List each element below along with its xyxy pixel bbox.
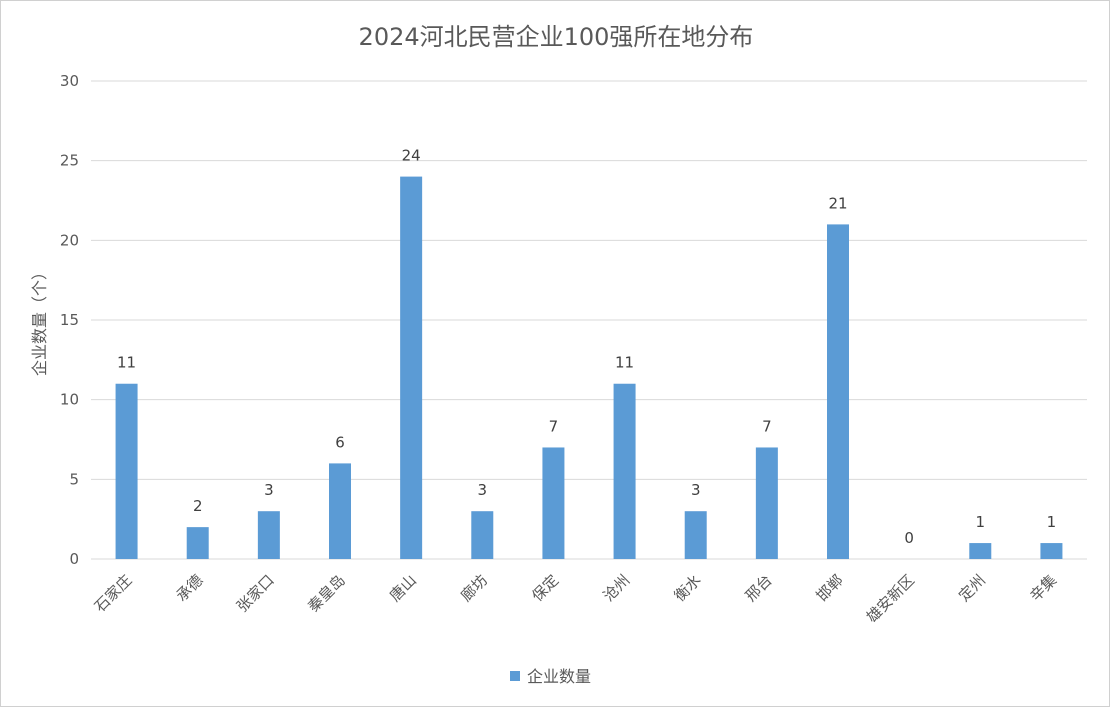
bar [613,383,636,559]
x-tick-label: 沧州 [599,571,633,605]
y-tick-label: 0 [69,550,79,568]
y-tick-label: 15 [60,311,79,329]
bar [329,463,351,559]
x-tick-label: 邢台 [742,571,776,605]
data-label: 1 [976,513,986,531]
data-label: 3 [478,481,488,499]
bar [186,527,209,559]
bar [471,511,494,559]
x-axis-labels: 石家庄 承德 张家口 秦皇岛 唐山 廊坊 保定 沧州 衡水 邢台 邯郸 雄安新区 定州 辛集 [91,571,1060,626]
y-tick-label: 25 [60,152,79,170]
data-label: 11 [615,354,634,372]
x-tick-label: 承德 [173,571,207,605]
x-tick-label: 唐山 [386,571,420,605]
x-tick-label: 张家口 [233,571,278,616]
data-label: 7 [762,417,772,435]
data-label: 24 [402,147,421,165]
bar [969,543,992,559]
data-label: 6 [335,433,345,451]
bar [400,176,423,559]
data-label: 7 [549,417,559,435]
bars [115,176,1063,559]
bar [755,447,778,559]
x-tick-label: 秦皇岛 [304,571,349,616]
gridlines [91,80,1087,560]
bar [1040,543,1063,559]
y-tick-label: 30 [60,72,79,90]
data-label: 3 [691,481,701,499]
data-label: 1 [1047,513,1057,531]
y-tick-label: 20 [60,231,79,249]
legend-swatch [510,671,520,681]
data-label: 11 [117,354,136,372]
x-tick-label: 邯郸 [813,571,847,605]
data-label: 2 [193,497,203,515]
x-tick-label: 保定 [528,571,562,605]
data-label: 21 [828,194,847,212]
y-axis-title: 企业数量（个） [30,264,49,376]
y-tick-label: 5 [69,470,79,488]
bar [115,383,138,559]
x-tick-label: 衡水 [671,571,705,605]
x-tick-label: 石家庄 [91,571,136,616]
bar [684,511,707,559]
bar [827,224,849,559]
x-tick-label: 雄安新区 [863,571,918,626]
legend: 企业数量 [510,667,591,686]
bar [542,447,565,559]
y-axis-ticks: 0 5 10 15 20 25 30 [60,72,79,568]
data-label: 3 [264,481,274,499]
x-tick-label: 廊坊 [457,571,491,605]
chart-title: 2024河北民营企业100强所在地分布 [359,23,754,51]
y-tick-label: 10 [60,391,79,409]
legend-label: 企业数量 [527,667,591,686]
bar [257,511,280,559]
data-label: 0 [904,529,914,547]
x-tick-label: 定州 [955,571,989,605]
x-tick-label: 辛集 [1026,571,1060,605]
